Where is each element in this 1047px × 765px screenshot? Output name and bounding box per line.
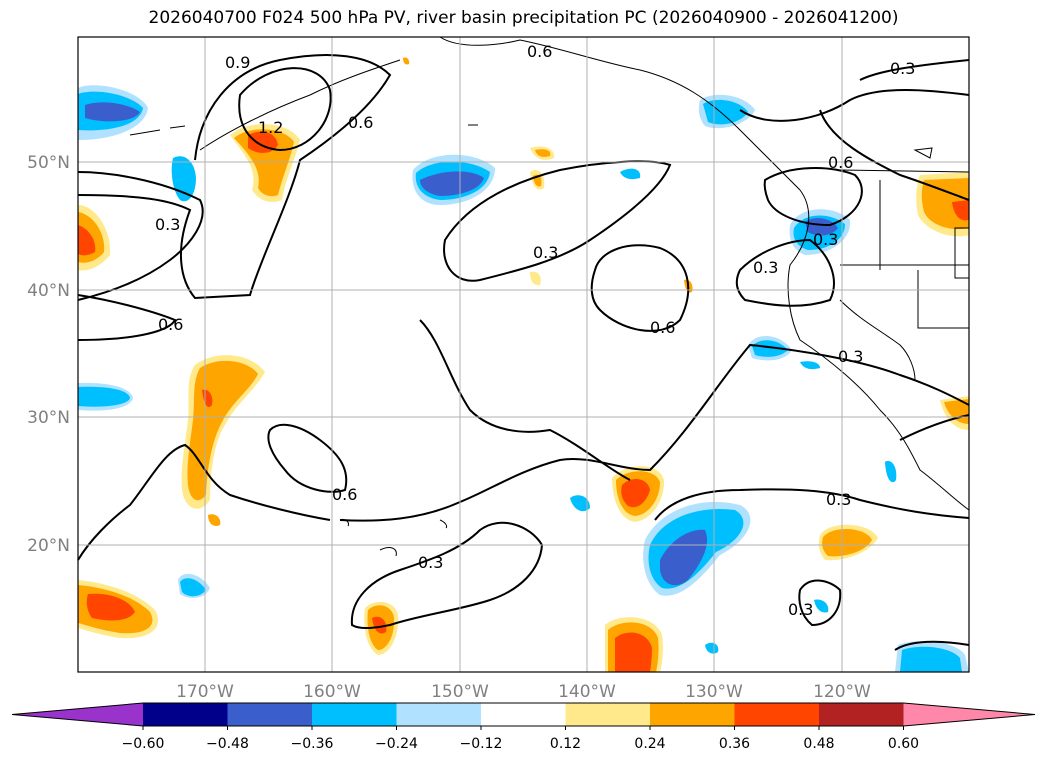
contour-label: 0.3 (155, 215, 180, 234)
lon-label: 170°W (176, 682, 234, 702)
lon-label: 160°W (303, 682, 361, 702)
colorbar-tick-label: −0.36 (291, 736, 334, 752)
coastlines (129, 36, 970, 557)
lon-label: 120°W (813, 682, 871, 702)
colorbar-extend-right (903, 703, 1035, 726)
colorbar-tick-label: 0.12 (550, 736, 581, 752)
map-title: 2026040700 F024 500 hPa PV, river basin … (148, 8, 899, 28)
lat-label: 50°N (27, 153, 70, 173)
contour-label: 0.6 (650, 318, 675, 337)
contour-label: 0.6 (828, 153, 853, 172)
colorbar-tick-label: −0.48 (206, 736, 249, 752)
precip-anomaly-shading (78, 57, 969, 672)
lat-label: 20°N (27, 536, 70, 556)
colorbar-tick-label: 0.36 (719, 736, 750, 752)
colorbar-tick-label: 0.60 (888, 736, 919, 752)
colorbar-tick-label: −0.60 (122, 736, 165, 752)
colorbar-tick-label: −0.24 (375, 736, 418, 752)
lat-label: 40°N (27, 281, 70, 301)
colorbar-segment (734, 703, 820, 726)
colorbar-extend-left (12, 703, 143, 726)
contour-label: 0.3 (788, 600, 813, 619)
colorbar-tick-label: 0.48 (803, 736, 834, 752)
contour-labels: 0.9 1.2 0.6 0.6 0.3 0.6 0.6 0.3 0.3 0.6 … (155, 42, 915, 619)
colorbar-segment (312, 703, 397, 726)
colorbar-segment (819, 703, 904, 726)
latitude-labels: 50°N 40°N 30°N 20°N (27, 153, 70, 556)
contour-label: 0.3 (826, 490, 851, 509)
contour-label: 0.9 (225, 53, 250, 72)
contour-label: 0.6 (348, 113, 373, 132)
colorbar-segment (227, 703, 313, 726)
contour-label: 1.2 (258, 118, 283, 137)
contour-label: 0.3 (838, 347, 863, 366)
contour-label: 0.6 (527, 42, 552, 61)
lat-label: 30°N (27, 408, 70, 428)
graticule (78, 37, 969, 672)
colorbar: −0.60 −0.48 −0.36 −0.24 −0.12 0.12 0.24 0.36 0.4… (11, 702, 1036, 752)
colorbar-segment (565, 703, 651, 726)
lon-label: 130°W (685, 682, 743, 702)
lon-label: 140°W (558, 682, 616, 702)
contour-label: 0.3 (890, 59, 915, 78)
colorbar-segment (396, 703, 482, 726)
colorbar-segment (143, 703, 228, 726)
contour-label: 0.3 (533, 243, 558, 262)
map-area (78, 37, 969, 672)
contour-label: 0.6 (332, 485, 357, 504)
contour-label: 0.3 (418, 553, 443, 572)
contour-label: 0.6 (158, 315, 183, 334)
contour-label: 0.3 (753, 258, 778, 277)
colorbar-segment (481, 703, 566, 726)
longitude-labels: 170°W 160°W 150°W 140°W 130°W 120°W (176, 682, 871, 702)
contour-label: 0.3 (813, 230, 838, 249)
colorbar-segment (650, 703, 735, 726)
lon-label: 150°W (431, 682, 489, 702)
colorbar-tick-label: 0.24 (634, 736, 665, 752)
colorbar-tick-label: −0.12 (460, 736, 503, 752)
map-frame (77, 36, 970, 673)
